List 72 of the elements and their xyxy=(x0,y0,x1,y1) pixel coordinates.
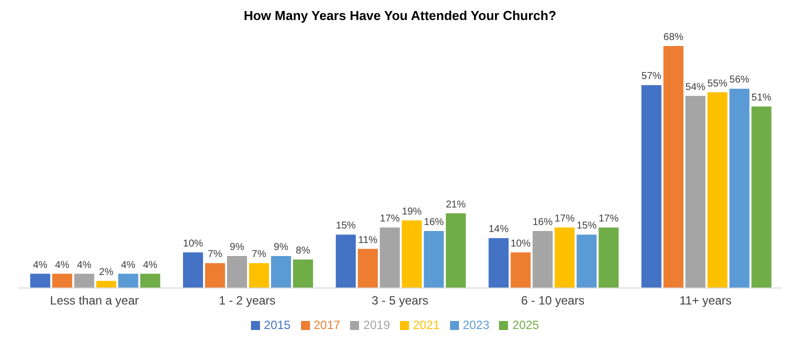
bar xyxy=(205,263,226,288)
data-label: 10% xyxy=(183,238,204,250)
data-label: 7% xyxy=(252,249,266,260)
data-label: 51% xyxy=(751,92,772,104)
legend-label: 2017 xyxy=(314,318,340,332)
data-label: 4% xyxy=(32,260,48,271)
bar xyxy=(532,231,553,288)
data-label: 4% xyxy=(76,260,92,271)
data-label: 55% xyxy=(707,78,728,90)
data-label: 15% xyxy=(576,220,597,232)
data-label: 54% xyxy=(685,82,706,93)
legend-label: 2021 xyxy=(413,318,440,332)
data-label: 57% xyxy=(641,71,662,82)
data-label: 17% xyxy=(380,214,400,224)
legend-label: 2023 xyxy=(462,318,490,332)
bar xyxy=(424,231,444,288)
bar xyxy=(663,46,684,288)
bar xyxy=(293,260,314,288)
bar xyxy=(729,88,750,288)
bar xyxy=(30,274,50,288)
bar xyxy=(358,248,378,288)
bar xyxy=(685,96,706,288)
bar xyxy=(576,234,597,288)
data-label: 14% xyxy=(488,224,509,236)
bar xyxy=(336,234,356,288)
x-tick-label: 6 - 10 years xyxy=(521,294,584,308)
data-label: 16% xyxy=(532,217,553,228)
data-label: 68% xyxy=(663,32,684,43)
data-label: 19% xyxy=(402,206,422,218)
bar xyxy=(118,274,138,288)
data-label: 16% xyxy=(424,217,444,228)
legend-label: 2025 xyxy=(512,318,540,332)
bar xyxy=(488,238,509,288)
bar xyxy=(402,220,422,288)
x-tick-label: 1 - 2 years xyxy=(218,294,276,308)
x-tick-label: 3 - 5 years xyxy=(372,294,428,308)
bar xyxy=(751,106,772,288)
data-label: 9% xyxy=(230,242,244,253)
legend-label: 2019 xyxy=(363,318,390,332)
legend-label: 2015 xyxy=(264,318,291,332)
data-label: 10% xyxy=(510,238,531,250)
data-label: 2% xyxy=(98,266,114,278)
bar xyxy=(140,274,160,288)
bar xyxy=(641,85,662,288)
bar xyxy=(707,92,728,288)
bar xyxy=(74,274,94,288)
data-label: 9% xyxy=(274,242,288,253)
data-label: 7% xyxy=(208,249,222,260)
data-label: 4% xyxy=(120,260,136,271)
bar xyxy=(446,213,466,288)
data-label: 8% xyxy=(296,246,310,257)
bar xyxy=(249,263,270,288)
data-label: 17% xyxy=(554,214,575,224)
bar xyxy=(96,280,116,288)
x-tick-label: 11+ years xyxy=(680,294,732,308)
data-label: 21% xyxy=(446,199,466,210)
data-label: 4% xyxy=(54,260,70,271)
bar xyxy=(598,228,619,288)
data-label: 11% xyxy=(358,234,378,246)
chart-title: How Many Years Have You Attended Your Church? xyxy=(242,8,558,25)
bar xyxy=(227,256,248,288)
bar xyxy=(52,274,72,288)
bar xyxy=(554,228,575,288)
bar xyxy=(510,252,531,288)
bar xyxy=(380,228,400,288)
data-label: 4% xyxy=(142,260,158,271)
x-tick-label: Less than a year xyxy=(50,294,139,308)
data-label: 17% xyxy=(598,214,619,224)
data-label: 56% xyxy=(729,74,750,86)
bar xyxy=(271,256,292,288)
data-label: 15% xyxy=(336,220,356,232)
bar xyxy=(183,252,204,288)
